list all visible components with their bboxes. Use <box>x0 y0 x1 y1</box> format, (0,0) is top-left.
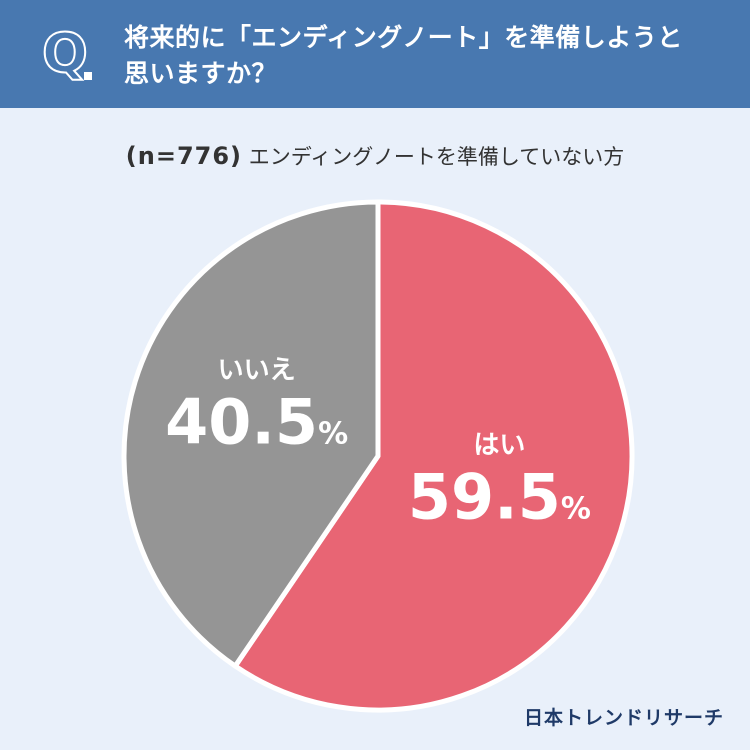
subtitle-text: エンディングノートを準備していない方 <box>248 145 625 169</box>
question-text: 将来的に「エンディングノート」を準備しようと 思いますか？ <box>124 20 724 92</box>
question-header: Q 将来的に「エンディングノート」を準備しようと 思いますか？ <box>0 0 750 108</box>
q-icon: Q <box>41 22 92 82</box>
sample-size: (n=776) <box>125 142 243 170</box>
svg-text:Q: Q <box>42 22 88 82</box>
slice-value-1: 40.5% <box>165 386 348 459</box>
chart-subtitle: (n=776) エンディングノートを準備していない方 <box>0 140 750 173</box>
slice-label-1: いいえ <box>218 356 296 386</box>
question-line-2: 思いますか？ <box>124 59 278 88</box>
pie-slice-0 <box>232 199 635 713</box>
pie-slice-1 <box>121 199 381 669</box>
slice-value-0: 59.5% <box>408 460 591 533</box>
brand-logo: 日本トレンドリサーチ <box>523 707 724 729</box>
slice-label-0: はい <box>473 430 525 460</box>
question-line-1: 将来的に「エンディングノート」を準備しようと <box>124 23 683 52</box>
